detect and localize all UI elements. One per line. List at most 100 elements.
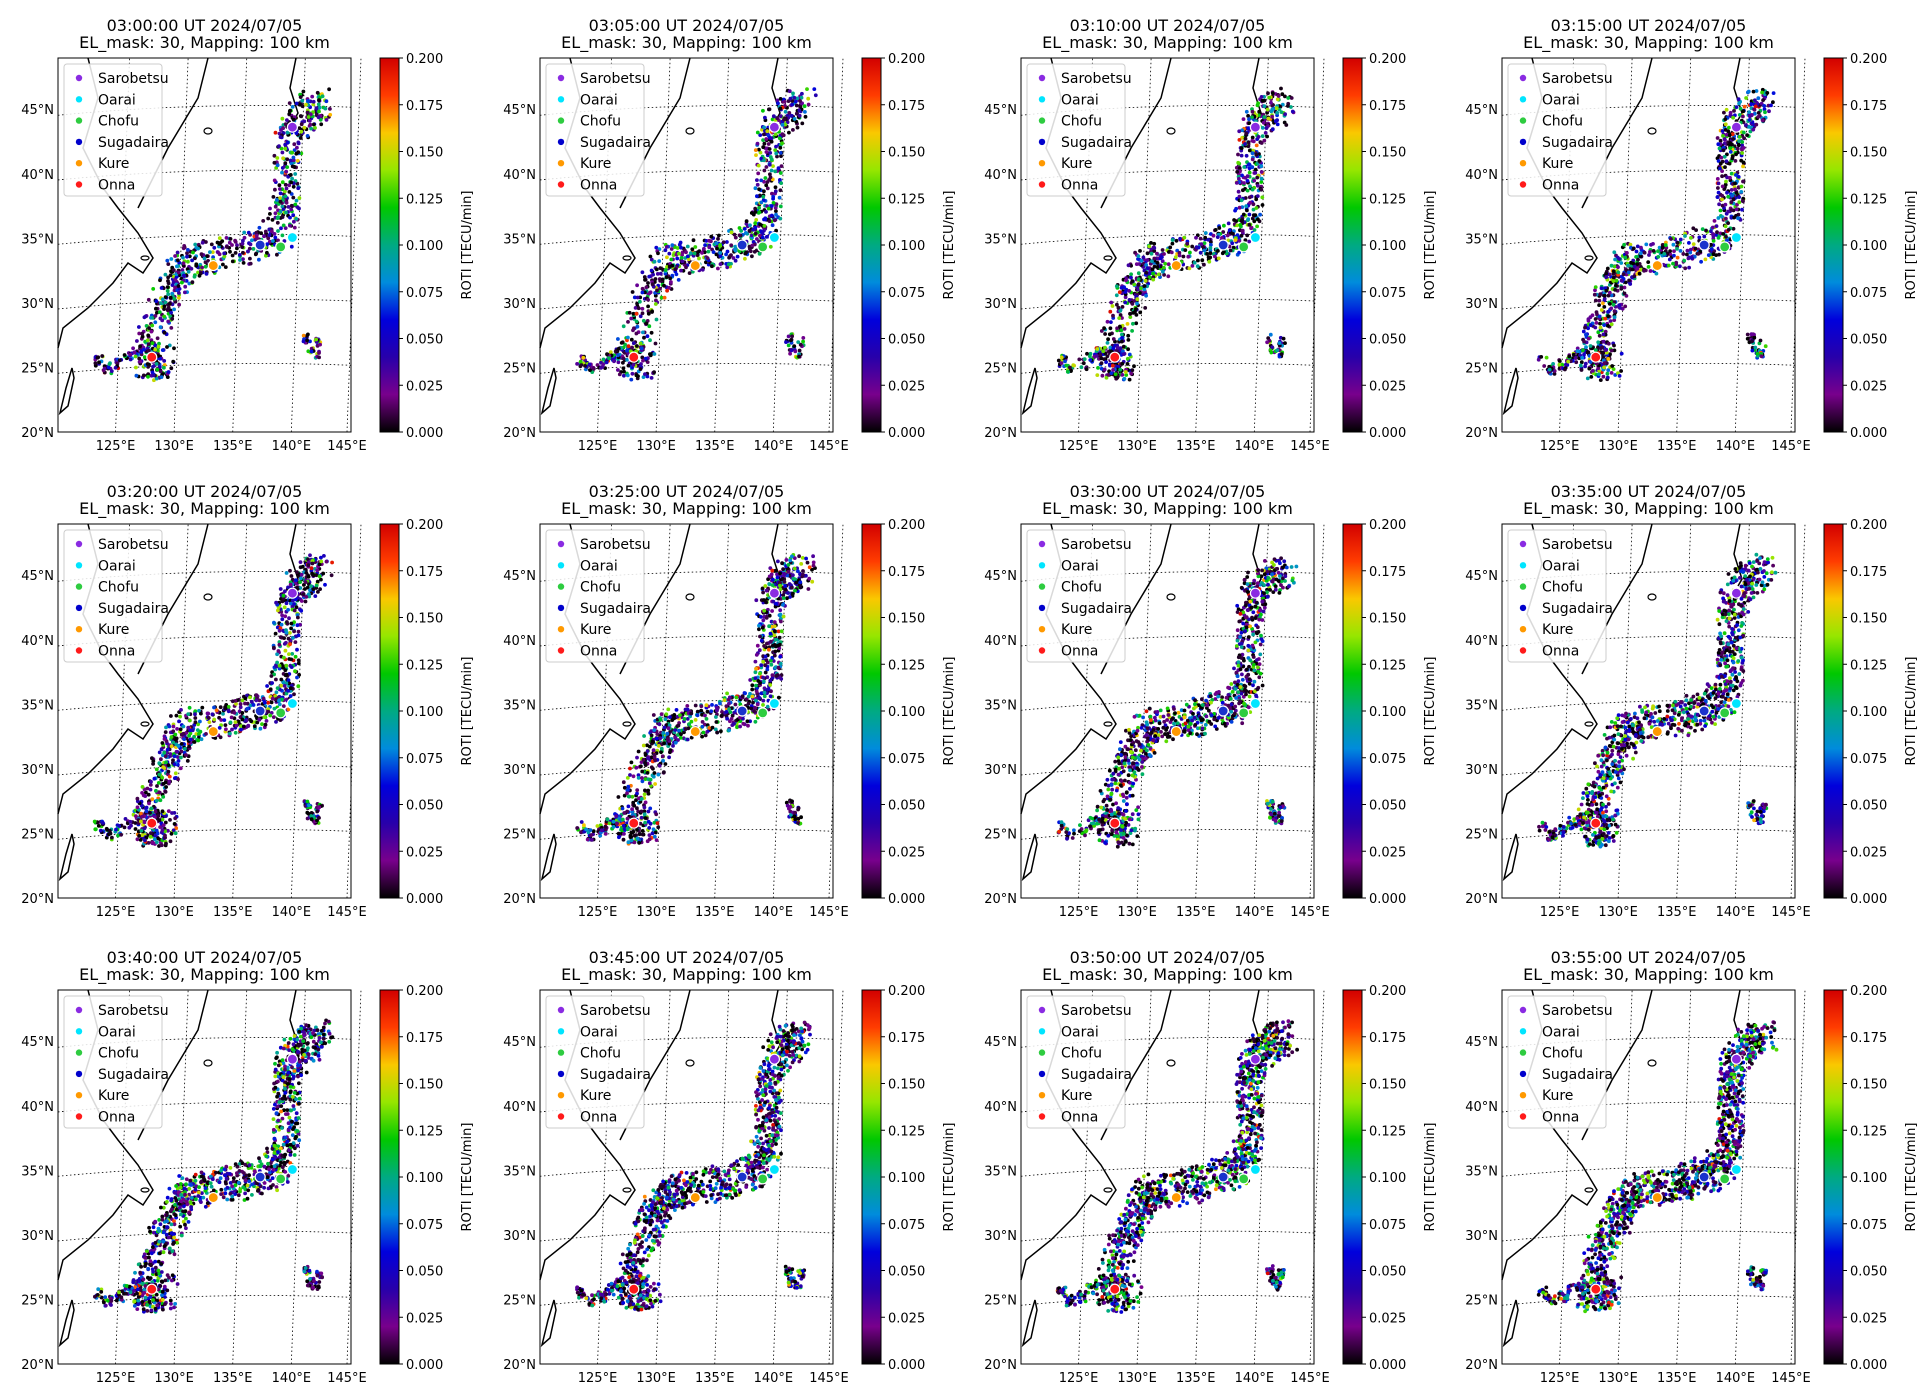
roti-point	[780, 123, 785, 127]
roti-point	[318, 587, 322, 591]
roti-point	[284, 186, 289, 191]
roti-point	[729, 253, 733, 257]
roti-point	[246, 230, 251, 235]
roti-point	[240, 717, 245, 722]
roti-point	[270, 229, 274, 234]
roti-point	[1259, 187, 1264, 192]
roti-point	[1240, 173, 1244, 178]
roti-point	[1250, 135, 1255, 140]
roti-point	[305, 134, 310, 138]
station-marker	[286, 231, 298, 244]
roti-point	[305, 799, 310, 804]
roti-point	[1270, 114, 1274, 119]
roti-point	[169, 257, 174, 261]
roti-point	[154, 767, 159, 772]
roti-point	[669, 280, 673, 284]
roti-point	[1195, 264, 1200, 269]
roti-point	[196, 738, 201, 743]
roti-point	[652, 352, 657, 356]
roti-point	[1718, 208, 1723, 213]
panel-subtitle: EL_mask: 30, Mapping: 100 km	[1523, 33, 1774, 53]
roti-point	[280, 233, 285, 238]
roti-point	[183, 746, 187, 751]
roti-point	[1716, 186, 1720, 190]
roti-point	[1588, 344, 1593, 348]
roti-point	[645, 374, 650, 379]
roti-point	[97, 360, 101, 365]
roti-point	[1254, 143, 1259, 148]
roti-point	[761, 145, 766, 150]
roti-point	[765, 129, 770, 134]
roti-point	[257, 717, 262, 722]
roti-point	[758, 222, 762, 227]
roti-point	[1199, 242, 1204, 247]
legend-label: Oarai	[580, 92, 618, 108]
roti-point	[1755, 351, 1760, 356]
roti-point	[283, 189, 287, 194]
roti-point	[308, 339, 312, 344]
roti-point	[172, 307, 177, 312]
roti-point	[292, 692, 296, 697]
roti-point	[1715, 136, 1720, 140]
roti-point	[144, 324, 149, 328]
roti-point	[1598, 325, 1603, 330]
roti-point	[1252, 219, 1257, 224]
roti-point	[1726, 194, 1731, 199]
roti-point	[289, 574, 294, 578]
roti-point	[1147, 271, 1152, 276]
roti-point	[709, 234, 714, 239]
lat-tick-label: 40°N	[503, 168, 536, 183]
roti-point	[254, 693, 259, 698]
roti-point	[128, 819, 133, 824]
roti-point	[288, 223, 292, 228]
roti-point	[1120, 361, 1125, 366]
roti-point	[1606, 357, 1611, 361]
roti-point	[1114, 293, 1119, 298]
legend-label: Oarai	[98, 92, 136, 108]
roti-point	[283, 668, 288, 673]
roti-point	[616, 346, 621, 351]
roti-point	[280, 170, 284, 175]
roti-point	[154, 306, 158, 311]
roti-point	[778, 216, 783, 221]
roti-point	[1255, 224, 1259, 229]
roti-point	[1617, 303, 1621, 308]
legend-label: Kure	[580, 156, 611, 172]
roti-point	[1703, 257, 1708, 262]
roti-point	[1606, 310, 1610, 314]
roti-point	[774, 228, 778, 233]
roti-point	[1720, 174, 1724, 179]
legend-label: Sarobetsu	[1542, 71, 1613, 87]
roti-point	[1583, 361, 1588, 366]
legend-marker	[557, 138, 565, 146]
roti-point	[144, 805, 149, 810]
roti-point	[232, 710, 237, 715]
roti-point	[1709, 247, 1714, 252]
roti-point	[303, 599, 308, 604]
roti-point	[779, 154, 783, 159]
legend-marker	[1038, 181, 1046, 188]
roti-point	[1108, 309, 1113, 314]
roti-point	[640, 270, 645, 275]
roti-point	[241, 238, 245, 243]
roti-point	[293, 202, 298, 207]
roti-point	[1639, 245, 1643, 250]
legend-marker	[1519, 181, 1527, 188]
roti-point	[764, 150, 769, 154]
roti-point	[1584, 345, 1588, 350]
legend-label: Kure	[1061, 156, 1092, 172]
station-marker	[1170, 259, 1182, 272]
roti-point	[1118, 324, 1122, 329]
roti-point	[631, 341, 636, 346]
roti-point	[119, 832, 123, 837]
colorbar-tick-label: 0.175	[888, 99, 925, 114]
roti-point	[1127, 352, 1132, 357]
station-marker	[1238, 241, 1250, 253]
roti-point	[1557, 362, 1562, 367]
legend-label: Kure	[98, 156, 129, 172]
roti-point	[1145, 251, 1150, 256]
roti-point	[185, 251, 189, 256]
roti-point	[286, 174, 291, 179]
roti-point	[159, 375, 164, 379]
